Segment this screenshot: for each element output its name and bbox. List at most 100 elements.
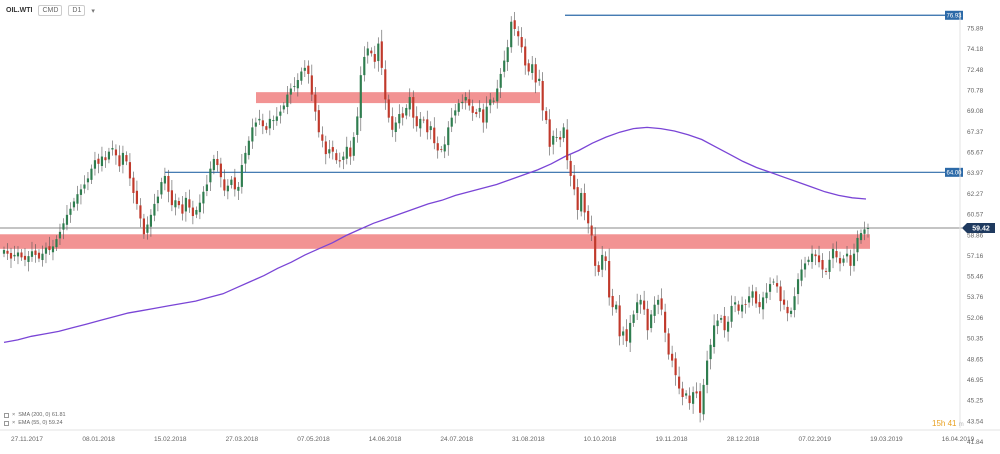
price-tick-label: 50.35 [967,336,984,343]
candle-body [174,200,177,208]
candle-body [76,194,79,204]
candle [478,100,481,119]
candle-body [716,320,719,327]
candle [685,390,688,399]
candle-body [55,239,58,248]
time-tick-label: 24.07.2018 [440,436,473,443]
candle [149,209,152,237]
candle-body [352,137,355,156]
interval-selector[interactable]: D1 [68,5,86,16]
legend-item-sma[interactable]: × SMA (200, 0) 61.81 [4,411,66,419]
candle-body [51,246,55,253]
candle [93,151,97,176]
candle-body [44,247,48,254]
candle [538,69,541,86]
candle [555,128,558,142]
candle-body [674,358,677,376]
candle-body [726,321,730,332]
candle [674,352,677,386]
candle [650,310,653,333]
candle [69,202,72,223]
sma-200-line [3,126,867,344]
candle-body [90,168,93,180]
candle-body [695,391,698,394]
market-badge[interactable]: CMD [38,5,63,16]
candle [258,109,261,125]
candle [356,107,359,143]
candle-body [775,283,779,287]
candle [468,89,471,111]
current-price-label: 59.42 [972,225,990,232]
candle [824,267,828,276]
candle-body [279,111,282,116]
candle [541,72,544,121]
candle [118,145,121,172]
candle-body [160,182,163,195]
candle-body [447,127,450,146]
candle [391,107,394,138]
chevron-down-icon[interactable]: ▾ [91,7,95,15]
candle-body [79,189,83,195]
settings-icon[interactable] [4,420,9,426]
candle-body [433,127,436,144]
time-tick-label: 10.10.2018 [584,436,617,443]
candle [471,99,474,121]
candle-body [191,207,194,217]
close-icon[interactable]: × [12,412,16,418]
candle-body [678,376,681,389]
candle [419,111,422,137]
close-icon[interactable]: × [12,420,16,426]
candle [188,189,191,213]
candle-body [380,41,383,68]
candle [412,90,415,129]
candle [370,47,373,57]
candle-body [793,296,796,311]
candle-body [569,160,572,176]
candle [845,246,849,263]
settings-icon[interactable] [4,412,9,418]
candle [51,239,55,261]
candle-body [506,47,509,63]
candle [293,77,296,92]
candle [195,206,198,219]
candle-body [699,391,702,413]
symbol-label[interactable]: OIL.WTI [6,7,33,14]
candle-body [415,116,418,127]
candle-body [810,253,814,262]
candle-body [443,144,446,152]
candle [20,248,23,261]
candle-body [706,360,709,385]
candle [233,168,236,197]
candle [842,255,845,267]
candle [768,277,772,301]
candle-body [744,303,747,305]
candle-body [107,151,111,160]
candle-body [30,251,34,257]
candle [726,316,730,342]
candle [733,296,737,313]
legend-item-ema[interactable]: × EMA (55, 0) 59.24 [4,419,66,427]
candle-body [573,175,576,190]
candle [817,245,821,268]
candle-body [230,179,233,185]
candle [506,39,509,71]
candle-body [429,126,432,131]
candle-body [629,322,632,343]
horizontal-levels: 76.93 64.00 59.42 [0,10,995,233]
candle [566,119,569,170]
candle [583,183,586,221]
candle [338,152,341,168]
candle [796,273,800,305]
candle-body [237,186,240,191]
candle-body [611,295,614,308]
price-tick-label: 53.76 [967,294,984,301]
candle-body [737,304,740,311]
candle [772,278,775,285]
candle-body [62,223,65,230]
candle [534,57,537,94]
candle-body [2,250,6,254]
candle-body [125,155,128,162]
candle [657,294,660,315]
